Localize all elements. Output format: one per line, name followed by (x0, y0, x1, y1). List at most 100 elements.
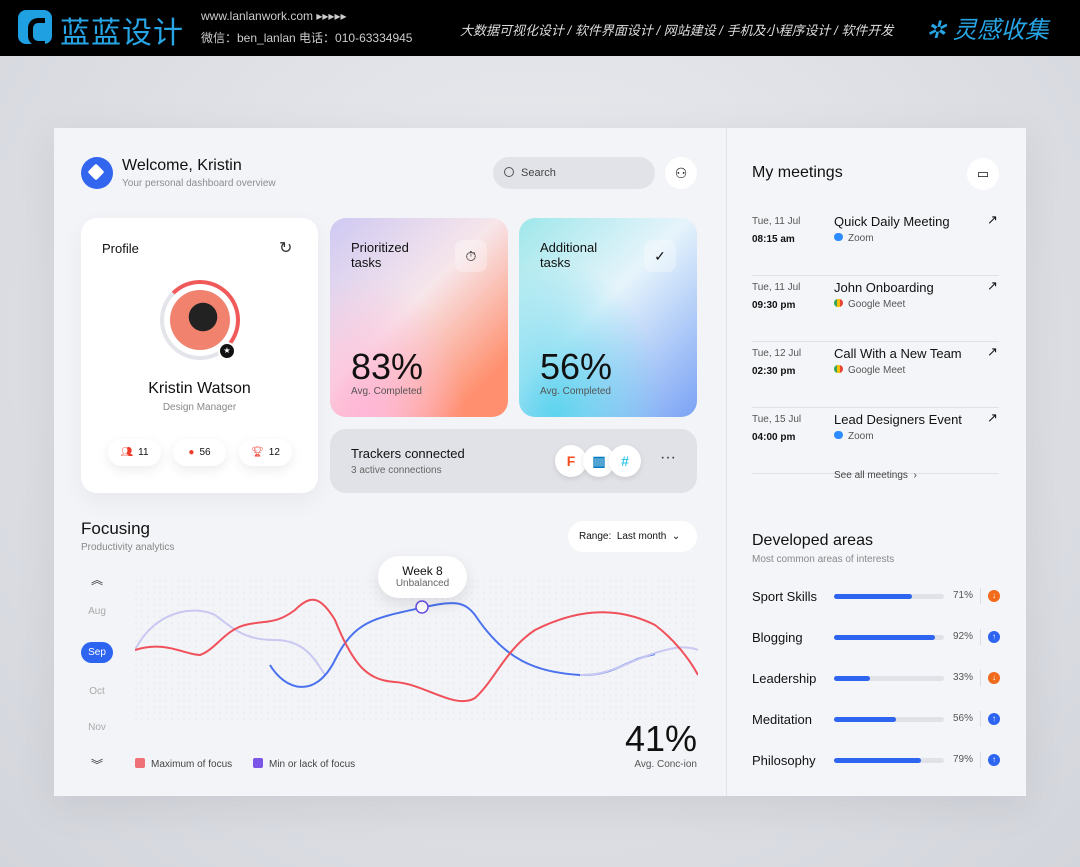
area-label: Sport Skills (752, 589, 818, 604)
area-percent: 92% (952, 631, 973, 642)
slack-icon[interactable]: # (609, 445, 641, 477)
area-progress-fill (834, 676, 871, 681)
min-focus-line-faded-end (579, 646, 698, 677)
divider (980, 588, 981, 604)
brand-name: 蓝蓝设计 (60, 17, 184, 50)
profile-name: Kristin Watson (148, 380, 251, 397)
legend-max-focus: Maximum of focus (135, 758, 232, 770)
avatar (170, 290, 230, 350)
meeting-name: Call With a New Team (834, 346, 962, 361)
month-aug[interactable]: Aug (88, 606, 106, 617)
area-progress-fill (834, 717, 896, 722)
trackers-sub: 3 active connections (351, 465, 442, 476)
more-icon[interactable]: ··· (660, 449, 676, 466)
users-icon: 👥︎ (120, 447, 134, 458)
meeting-time: 02:30 pm (752, 366, 796, 377)
range-dropdown[interactable]: Range: Last month ⌄ (568, 521, 697, 552)
meeting-item[interactable]: Tue, 15 Jul 04:00 pm Lead Designers Even… (752, 408, 999, 474)
calendar-icon[interactable]: ▭ (967, 158, 999, 190)
open-arrow-icon[interactable]: ↗ (987, 410, 998, 425)
open-arrow-icon[interactable]: ↗ (987, 212, 998, 227)
month-sep[interactable]: Sep (81, 642, 113, 663)
additional-tasks-card[interactable]: Additional tasks ✓ 56% Avg. Completed (519, 218, 697, 417)
area-progress-fill (834, 635, 936, 640)
divider (980, 752, 981, 768)
area-percent: 56% (952, 713, 973, 724)
meeting-platform: Google Meet (834, 299, 905, 310)
open-arrow-icon[interactable]: ↗ (987, 278, 998, 293)
prioritized-tasks-card[interactable]: Prioritized tasks ⏱︎ 83% Avg. Completed (330, 218, 508, 417)
meeting-platform: Google Meet (834, 365, 905, 376)
platform-label: Zoom (848, 233, 874, 244)
area-label: Blogging (752, 630, 803, 645)
trend-up-icon: ↑ (988, 631, 1000, 643)
min-focus-line-faded (135, 609, 326, 676)
platform-label: Google Meet (848, 365, 906, 376)
search-input[interactable]: Search (493, 157, 655, 189)
meeting-date: Tue, 12 Jul (752, 348, 802, 359)
divider (980, 670, 981, 686)
chevron-up-icon[interactable]: ︽ (90, 573, 103, 587)
avg-concentration-label: Avg. Conc-ion (634, 759, 697, 770)
meeting-platform: Zoom (834, 233, 874, 244)
legend-label: Min or lack of focus (269, 759, 356, 770)
focus-chart (135, 580, 698, 725)
trend-down-icon: ↓ (988, 590, 1000, 602)
area-percent: 33% (952, 672, 973, 683)
open-arrow-icon[interactable]: ↗ (987, 344, 998, 359)
trend-up-icon: ↑ (988, 754, 1000, 766)
range-label: Range: (579, 531, 612, 542)
meetings-title: My meetings (752, 164, 843, 181)
check-circle-icon: ✓ (644, 240, 676, 272)
trend-down-icon: ↓ (988, 672, 1000, 684)
divider (980, 711, 981, 727)
month-nov[interactable]: Nov (88, 722, 106, 733)
chevron-down-icon: ⌄ (671, 531, 681, 542)
meeting-item[interactable]: Tue, 11 Jul 09:30 pm John Onboarding Goo… (752, 276, 999, 342)
platform-label: Zoom (848, 431, 874, 442)
area-percent: 71% (952, 590, 973, 601)
page-subtitle: Your personal dashboard overview (122, 178, 276, 189)
badge-check-icon: ● (188, 447, 195, 458)
legend-swatch (135, 758, 145, 768)
meeting-name: Lead Designers Event (834, 412, 962, 427)
chevron-down-icon[interactable]: ︾ (90, 758, 103, 772)
task-card-sub: Avg. Completed (351, 386, 422, 397)
legend-label: Maximum of focus (151, 759, 233, 770)
focusing-title: Focusing (81, 519, 150, 538)
area-row: Philosophy 79% ↑ (752, 751, 1000, 771)
figma-icon[interactable]: F (555, 445, 587, 477)
google-meet-icon (834, 299, 843, 307)
meeting-item[interactable]: Tue, 12 Jul 02:30 pm Call With a New Tea… (752, 342, 999, 408)
collect-logo: ✲ 灵感收集 (926, 17, 1049, 44)
stat-chip-trophies[interactable]: 🏆︎ 12 (239, 439, 292, 466)
refresh-icon[interactable]: ↻ (279, 240, 293, 257)
meeting-name: John Onboarding (834, 280, 934, 295)
area-row: Blogging 92% ↑ (752, 628, 1000, 648)
stat-chip-users[interactable]: 👥︎ 11 (108, 439, 161, 466)
trackers-card: Trackers connected 3 active connections … (330, 429, 697, 493)
timer-icon: ⏱︎ (455, 240, 487, 272)
user-icon[interactable]: ⚇ (665, 157, 697, 189)
area-progress-fill (834, 758, 921, 763)
contact-info: 微信：ben_lanlan 电话：010-63334945 (201, 31, 413, 45)
see-all-meetings-link[interactable]: See all meetings › (834, 470, 917, 481)
areas-subtitle: Most common areas of interests (752, 554, 895, 565)
meeting-item[interactable]: Tue, 11 Jul 08:15 am Quick Daily Meeting… (752, 210, 999, 276)
month-oct[interactable]: Oct (89, 686, 105, 697)
area-percent: 79% (952, 754, 973, 765)
stat-chip-badges[interactable]: ● 56 (173, 439, 226, 466)
google-meet-icon (834, 365, 843, 373)
app-logo-icon (81, 157, 113, 189)
focusing-subtitle: Productivity analytics (81, 542, 175, 553)
meeting-date: Tue, 11 Jul (752, 282, 801, 293)
platform-label: Google Meet (848, 299, 906, 310)
legend-min-focus: Min or lack of focus (253, 758, 355, 770)
meeting-date: Tue, 11 Jul (752, 216, 801, 227)
area-row: Leadership 33% ↓ (752, 669, 1000, 689)
tooltip-title: Week 8 (402, 564, 443, 578)
trophy-icon: 🏆︎ (251, 447, 264, 458)
task-card-sub: Avg. Completed (540, 386, 611, 397)
stat-value: 12 (268, 447, 280, 458)
area-progress-bar (834, 676, 944, 681)
